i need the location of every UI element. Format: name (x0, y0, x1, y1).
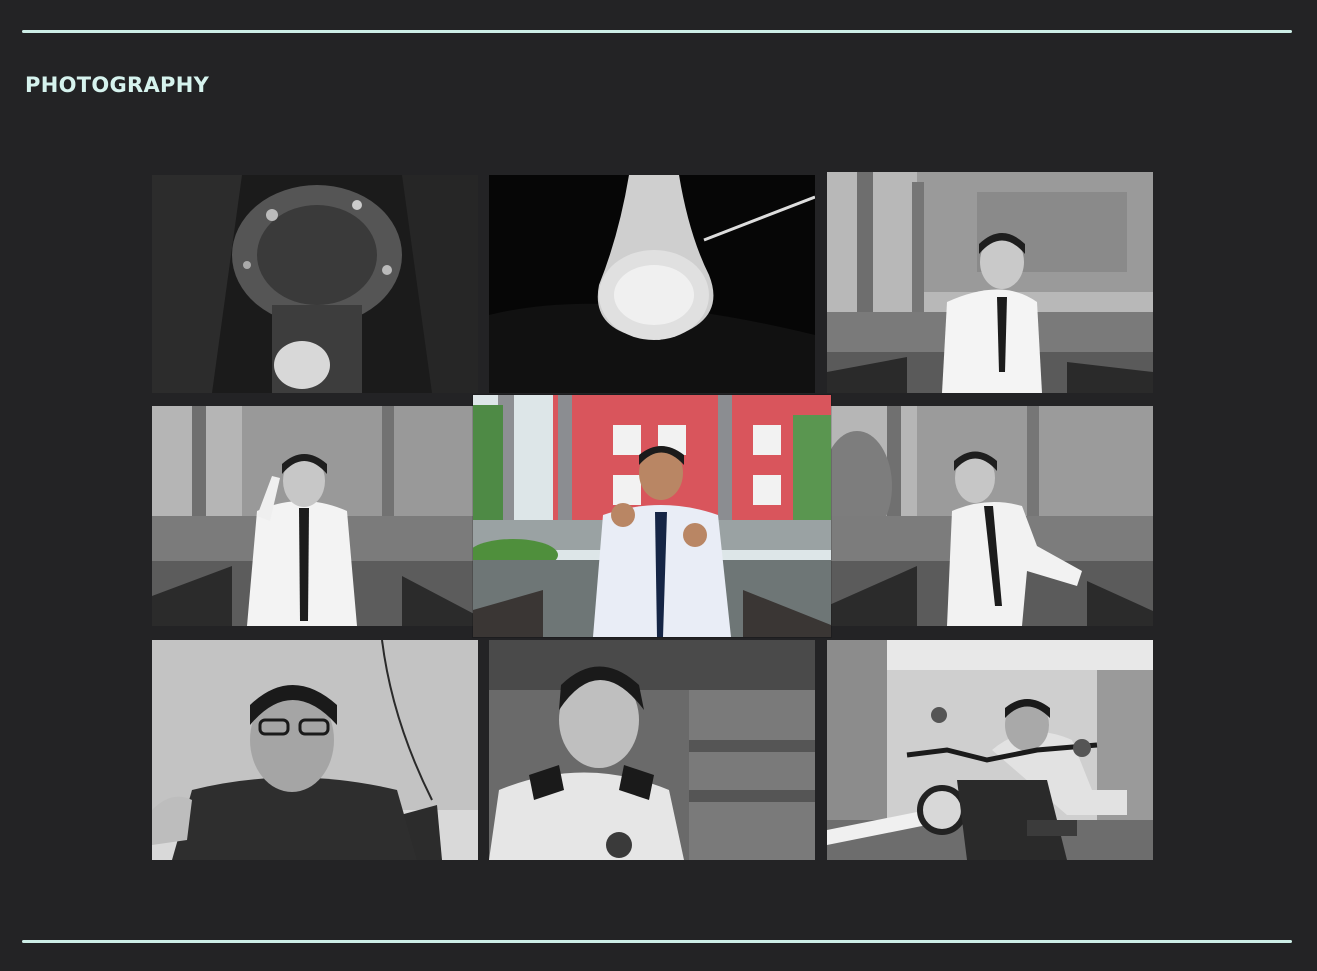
gallery-photo-student-pose-left[interactable] (152, 406, 478, 626)
gallery-photo-water-splash[interactable] (152, 175, 478, 393)
gallery-photo-student-pose-right[interactable] (827, 406, 1153, 626)
bottom-divider (22, 940, 1292, 943)
gallery-photo-man-motorcycle[interactable] (827, 640, 1153, 860)
gallery-photo-man-glasses-portrait[interactable] (152, 640, 478, 860)
gallery-photo-man-jersey-portrait[interactable] (489, 640, 815, 860)
gallery-photo-powder-burst[interactable] (489, 175, 815, 393)
gallery-photo-student-glasses[interactable] (827, 172, 1153, 393)
top-divider (22, 30, 1292, 33)
gallery-photo-student-fists-featured[interactable] (473, 395, 831, 637)
section-title: PHOTOGRAPHY (25, 73, 210, 97)
